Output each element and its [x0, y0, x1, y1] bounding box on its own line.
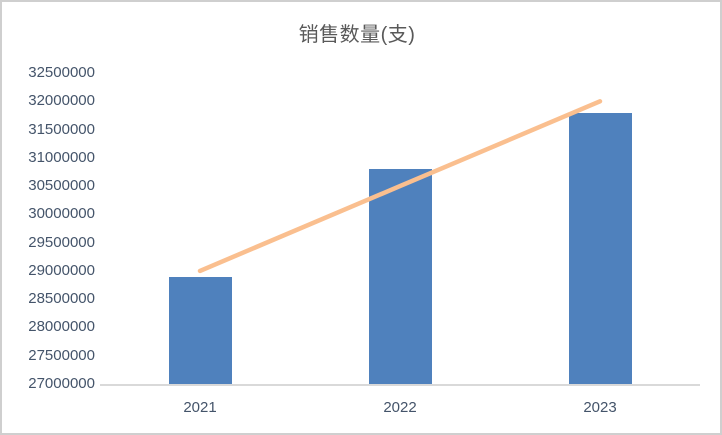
trendline-path [197, 99, 603, 274]
x-axis-line [100, 384, 700, 386]
bar-2021 [168, 276, 232, 384]
trendline [197, 99, 603, 274]
x-tick-label: 2022 [383, 399, 417, 416]
bar-2022 [368, 169, 432, 384]
y-tick-label: 30500000 [28, 177, 95, 195]
x-tick-label: 2023 [583, 399, 617, 416]
chart-title: 销售数量(支) [298, 24, 416, 46]
y-tick-label: 28500000 [28, 290, 95, 308]
y-tick-label: 30000000 [28, 205, 95, 223]
y-tick-label: 27500000 [28, 346, 95, 364]
y-tick-label: 28000000 [28, 318, 95, 336]
y-tick-label: 29500000 [28, 233, 95, 251]
y-tick-label: 31500000 [28, 120, 95, 138]
y-tick-label: 32000000 [28, 92, 95, 110]
y-tick-label: 32500000 [28, 64, 95, 81]
y-tick-label: 27000000 [28, 375, 95, 392]
x-tick-label: 2021 [183, 399, 217, 416]
y-tick-label: 29000000 [28, 261, 95, 279]
y-tick-label: 31000000 [28, 148, 95, 166]
bar-2023 [568, 112, 632, 384]
